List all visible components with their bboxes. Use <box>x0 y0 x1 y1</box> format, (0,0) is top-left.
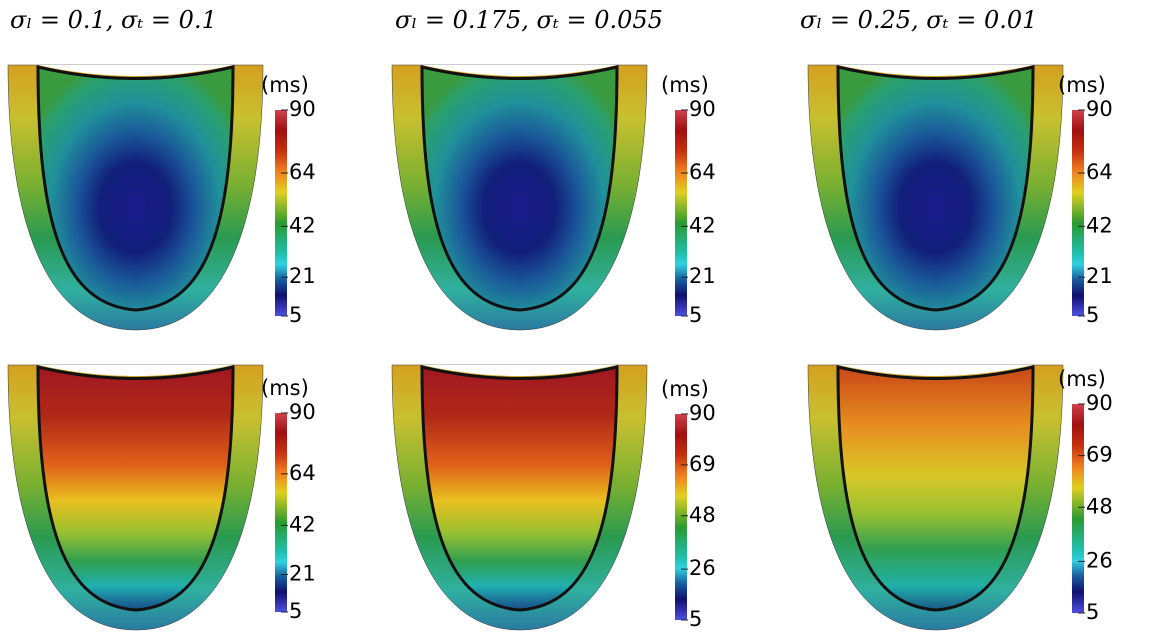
colorbar-tick-label: 90 <box>689 401 716 425</box>
colorbar <box>1072 110 1084 316</box>
colorbar-tick-label: 48 <box>689 503 716 527</box>
colorbar-unit: (ms) <box>1058 73 1106 97</box>
colorbar-tick-label: 5 <box>289 303 302 327</box>
heart-cavity <box>36 65 235 312</box>
colorbar-tick-label: 5 <box>1086 303 1099 327</box>
colorbar-tick-label: 5 <box>289 599 302 623</box>
colorbar-tick-label: 90 <box>289 97 316 121</box>
colorbar <box>1072 404 1084 613</box>
colorbar-tick-label: 42 <box>1086 213 1113 237</box>
colorbar-tick-label: 21 <box>289 562 316 586</box>
colorbar <box>675 110 687 316</box>
heart-opening <box>838 365 1033 376</box>
colorbar-unit: (ms) <box>261 73 309 97</box>
colorbar-tick-label: 5 <box>689 303 702 327</box>
colorbar-tick-label: 48 <box>1086 494 1113 518</box>
heart-opening <box>838 65 1033 76</box>
colorbar <box>675 414 687 620</box>
heart-cavity <box>36 365 235 612</box>
heart-opening <box>422 65 617 76</box>
heart-opening <box>422 365 617 376</box>
colorbar-unit: (ms) <box>661 73 709 97</box>
heart-opening <box>38 365 233 376</box>
colorbar-tick-label: 5 <box>1086 600 1099 624</box>
colorbar-tick-label: 64 <box>289 461 316 485</box>
colorbar-tick-label: 64 <box>1086 160 1113 184</box>
heart-cavity <box>836 65 1035 312</box>
colorbar-tick-label: 64 <box>689 160 716 184</box>
colorbar-tick-label: 26 <box>689 556 716 580</box>
colorbar-tick-label: 42 <box>289 213 316 237</box>
heart-cavity <box>420 365 619 612</box>
colorbar-unit: (ms) <box>261 376 309 400</box>
colorbar-tick-label: 69 <box>689 452 716 476</box>
colorbar-unit: (ms) <box>1058 367 1106 391</box>
colorbar-tick-label: 5 <box>689 607 702 631</box>
colorbar-tick-label: 90 <box>1086 97 1113 121</box>
colorbar-tick-label: 21 <box>689 264 716 288</box>
column-title: σₗ = 0.25, σₜ = 0.01 <box>800 6 1037 34</box>
colorbar-tick-label: 64 <box>289 160 316 184</box>
colorbar-tick-label: 90 <box>1086 391 1113 415</box>
colorbar-tick-label: 21 <box>1086 264 1113 288</box>
colorbar-tick-label: 90 <box>689 97 716 121</box>
colorbar-tick-label: 42 <box>289 512 316 536</box>
colorbar-tick-label: 42 <box>689 213 716 237</box>
colorbar <box>275 110 287 316</box>
colorbar-tick-label: 21 <box>289 264 316 288</box>
heart-cavity <box>420 65 619 312</box>
heart-cavity <box>836 365 1035 612</box>
column-title: σₗ = 0.175, σₜ = 0.055 <box>395 6 663 34</box>
colorbar <box>275 413 287 612</box>
colorbar-tick-label: 26 <box>1086 548 1113 572</box>
column-title: σₗ = 0.1, σₜ = 0.1 <box>10 6 217 34</box>
colorbar-unit: (ms) <box>661 377 709 401</box>
colorbar-tick-label: 90 <box>289 400 316 424</box>
colorbar-tick-label: 69 <box>1086 443 1113 467</box>
heart-opening <box>38 65 233 76</box>
